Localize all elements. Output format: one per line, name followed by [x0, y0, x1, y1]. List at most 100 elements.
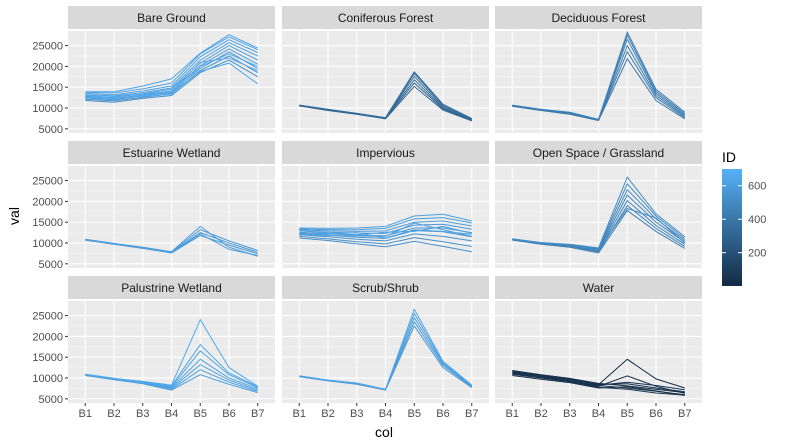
- facet-title: Open Space / Grassland: [533, 146, 664, 160]
- series-line: [85, 57, 258, 99]
- x-tick-label: B6: [436, 408, 449, 420]
- x-tick-label: B3: [136, 408, 149, 420]
- x-tick-label: B1: [79, 408, 92, 420]
- x-tick-label: B5: [194, 408, 207, 420]
- facet-title: Deciduous Forest: [551, 11, 646, 25]
- facet-title: Palustrine Wetland: [121, 281, 222, 295]
- series-line: [299, 213, 472, 229]
- x-tick-label: B2: [534, 408, 547, 420]
- facet-strip: [68, 141, 275, 164]
- facet-title: Scrub/Shrub: [352, 281, 419, 295]
- series-line: [512, 371, 685, 391]
- facet-panel: Bare Ground 5000 10000 15000 20000 25000: [32, 6, 275, 136]
- x-tick-label: B7: [678, 408, 691, 420]
- legend-tick-label: 600: [748, 181, 766, 193]
- facet-strip: [282, 141, 489, 164]
- facet-title: Coniferous Forest: [338, 11, 434, 25]
- y-tick-label: 20000: [32, 61, 63, 73]
- legend-title: ID: [722, 149, 736, 165]
- y-tick-label: 5000: [39, 259, 63, 271]
- x-tick-label: B1: [506, 408, 519, 420]
- y-tick-label: 10000: [32, 373, 63, 385]
- chart-axes: col val: [6, 207, 393, 440]
- x-tick-label: B2: [321, 408, 334, 420]
- series-line: [85, 39, 259, 96]
- facet-strip: [495, 141, 702, 164]
- x-tick-label: B7: [251, 408, 264, 420]
- x-axis-title: col: [375, 424, 393, 440]
- series-line: [85, 318, 259, 387]
- y-tick-label: 10000: [32, 103, 63, 115]
- y-tick-label: 15000: [32, 82, 63, 94]
- x-tick-label: B5: [621, 408, 634, 420]
- series-line: [85, 51, 259, 101]
- series-line: [85, 34, 259, 93]
- facet-panel: Water B1 B2 B3 B4 B5 B6 B7: [495, 276, 702, 420]
- series-line: [299, 233, 472, 242]
- series-line: [299, 217, 472, 231]
- x-tick-label: B3: [350, 408, 363, 420]
- series-line: [85, 59, 259, 103]
- series-line: [85, 62, 259, 100]
- facet-title: Impervious: [356, 146, 415, 160]
- y-tick-label: 20000: [32, 196, 63, 208]
- facet-strip: [68, 276, 275, 299]
- x-tick-label: B1: [293, 408, 306, 420]
- y-tick-label: 25000: [32, 176, 63, 188]
- series-line: [299, 70, 473, 119]
- y-tick-label: 5000: [39, 124, 63, 136]
- facet-strip: [495, 276, 702, 299]
- facet-strip: [495, 6, 702, 29]
- x-tick-label: B6: [649, 408, 662, 420]
- x-tick-label: B3: [563, 408, 576, 420]
- x-tick-label: B2: [107, 408, 120, 420]
- facet-strip: [282, 276, 489, 299]
- facet-title: Water: [583, 281, 615, 295]
- series-line: [512, 370, 685, 394]
- facet-strip: [68, 6, 275, 29]
- facet-panel: Coniferous Forest: [282, 6, 489, 133]
- series-line: [512, 207, 686, 251]
- series-line: [85, 53, 258, 99]
- legend-colorbar: [722, 169, 742, 286]
- x-tick-label: B7: [465, 408, 478, 420]
- x-tick-label: B4: [379, 408, 392, 420]
- series-line: [299, 235, 472, 247]
- series-line: [299, 223, 472, 234]
- facet-panel: Open Space / Grassland: [495, 141, 702, 268]
- y-tick-label: 5000: [39, 394, 63, 406]
- facet-panel: Impervious: [282, 141, 489, 268]
- legend-tick-label: 200: [748, 248, 766, 260]
- y-tick-label: 10000: [32, 238, 63, 250]
- series-line: [299, 220, 472, 232]
- facet-panel: Estuarine Wetland 5000 10000 15000 20000 2500…: [32, 141, 275, 271]
- facet-panel: Scrub/Shrub B1 B2 B3 B4 B5 B6 B7: [282, 276, 489, 420]
- color-legend: ID 200 400 600: [722, 149, 766, 286]
- series-line: [85, 45, 259, 98]
- x-tick-label: B6: [222, 408, 235, 420]
- y-tick-label: 20000: [32, 331, 63, 343]
- facet-panel: Palustrine Wetland 5000 10000 15000 20000 250…: [32, 276, 275, 420]
- x-tick-label: B5: [408, 408, 421, 420]
- facet-panels: Bare Ground 5000 10000 15000 20000 25000 Conif…: [32, 6, 702, 420]
- series-line: [512, 373, 685, 396]
- series-line: [85, 36, 259, 94]
- series-line: [299, 237, 472, 253]
- facet-strip: [282, 6, 489, 29]
- y-tick-label: 15000: [32, 217, 63, 229]
- x-tick-label: B4: [592, 408, 605, 420]
- legend-tick-label: 400: [748, 214, 766, 226]
- series-line: [85, 233, 258, 256]
- x-tick-label: B4: [165, 408, 178, 420]
- series-line: [299, 222, 472, 237]
- facet-panel: Deciduous Forest: [495, 6, 702, 133]
- y-axis-title: val: [6, 207, 22, 225]
- y-tick-label: 25000: [32, 311, 63, 323]
- series-line: [85, 225, 258, 257]
- facet-title: Bare Ground: [137, 11, 206, 25]
- series-line: [299, 308, 473, 390]
- facet-title: Estuarine Wetland: [123, 146, 221, 160]
- y-tick-label: 15000: [32, 352, 63, 364]
- y-tick-label: 25000: [32, 41, 63, 53]
